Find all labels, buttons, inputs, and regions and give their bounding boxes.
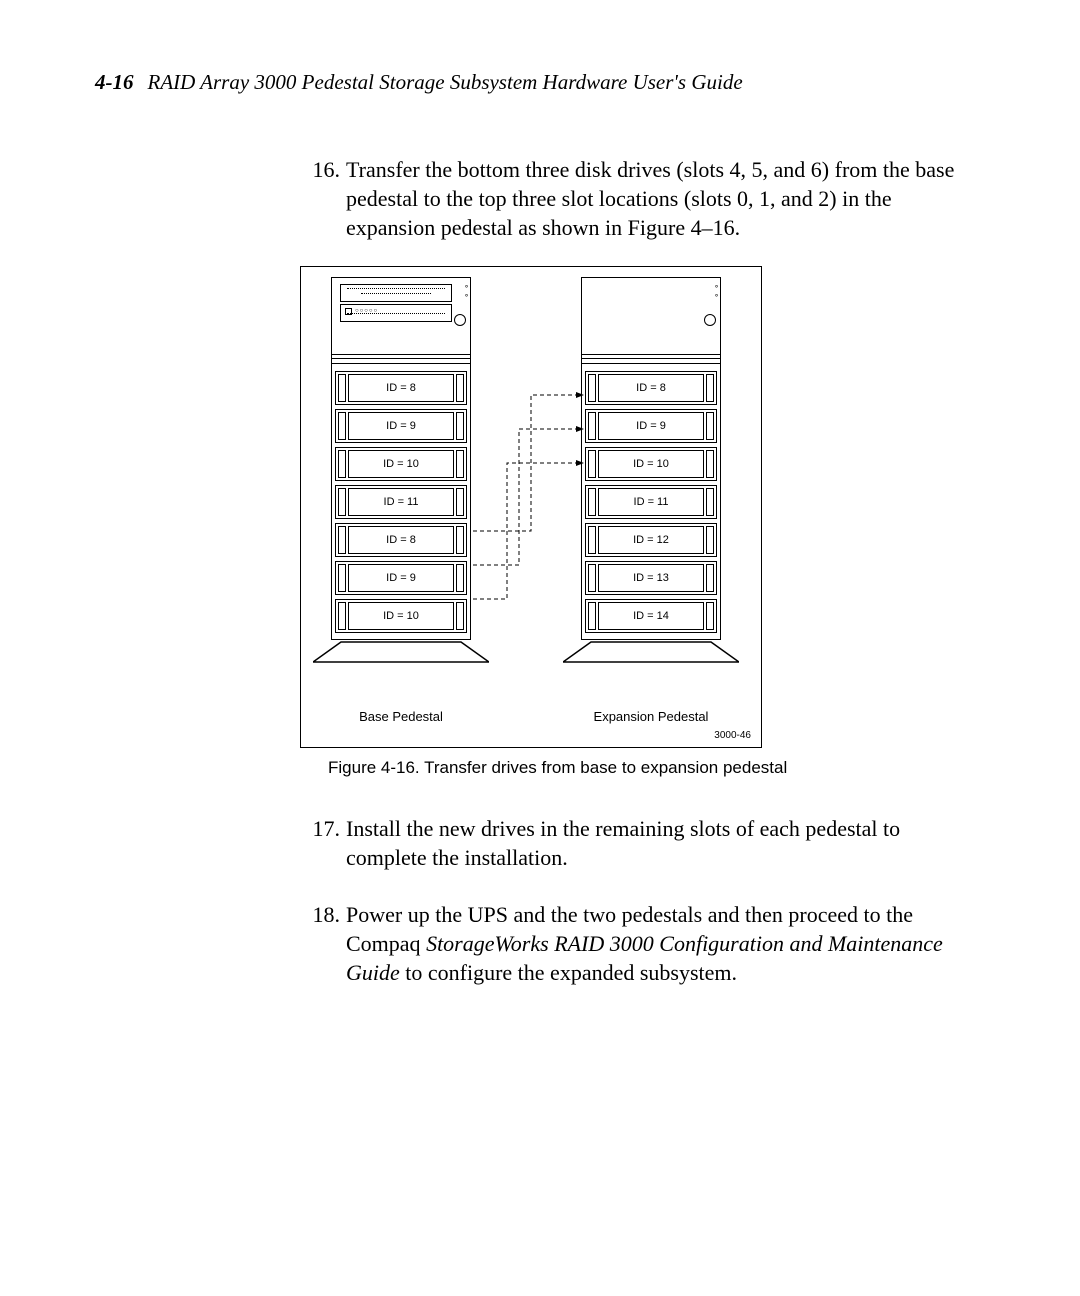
step-text: Transfer the bottom three disk drives (s… [346, 155, 980, 242]
transfer-arrows [301, 267, 761, 747]
step-text: Install the new drives in the remaining … [346, 814, 980, 872]
running-header: 4-16 RAID Array 3000 Pedestal Storage Sub… [95, 70, 985, 95]
step-number: 16. [300, 155, 346, 242]
base-pedestal-label: Base Pedestal [321, 709, 481, 724]
expansion-pedestal-label: Expansion Pedestal [571, 709, 731, 724]
figure-caption: Figure 4-16. Transfer drives from base t… [328, 758, 980, 778]
step-number: 17. [300, 814, 346, 872]
figure-4-16: ○○○○○ ∘∘ ID = 8ID = 9ID = 10ID = 11ID = … [300, 266, 762, 748]
step-16: 16. Transfer the bottom three disk drive… [300, 155, 980, 242]
step-number: 18. [300, 900, 346, 987]
page-number: 4-16 [95, 70, 134, 94]
figure-id: 3000-46 [714, 730, 751, 741]
step-17: 17. Install the new drives in the remain… [300, 814, 980, 872]
step-18: 18. Power up the UPS and the two pedesta… [300, 900, 980, 987]
header-title: RAID Array 3000 Pedestal Storage Subsyst… [148, 70, 743, 94]
step-text: Power up the UPS and the two pedestals a… [346, 900, 980, 987]
